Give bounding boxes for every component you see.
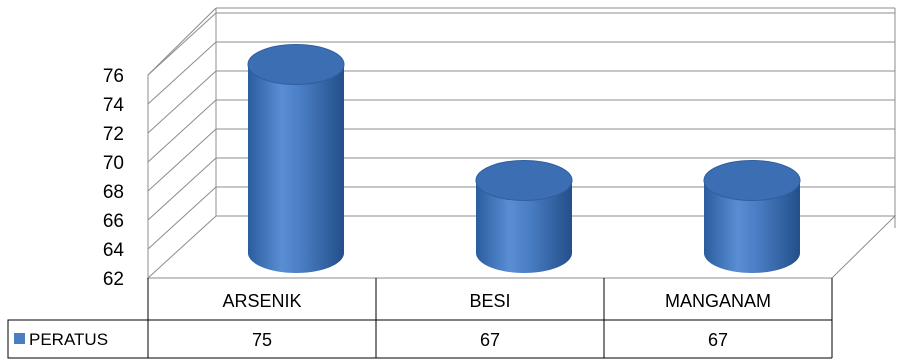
data-label: 67	[708, 330, 728, 350]
gridline-side	[147, 157, 217, 221]
y-tick-label: 72	[103, 124, 124, 145]
bar-besi	[475, 160, 573, 273]
gridline-side	[147, 186, 217, 250]
y-tick-label: 76	[103, 66, 124, 87]
gridline-side	[147, 12, 217, 76]
data-label: 75	[252, 330, 272, 350]
bar-arsenik	[247, 44, 345, 273]
gridline-side	[147, 128, 217, 192]
gridline-side	[147, 99, 217, 163]
bar-top	[703, 160, 801, 201]
gridline-side	[147, 70, 217, 134]
data-label: 67	[480, 330, 500, 350]
bar-manganam	[703, 160, 801, 273]
legend-label: PERATUS	[29, 330, 108, 349]
side-wall-top-edge	[147, 7, 217, 76]
bar-body	[248, 64, 344, 273]
y-tick-label: 66	[103, 211, 124, 232]
bar-body	[476, 180, 572, 273]
bars	[247, 44, 801, 273]
x-tick-label: BESI	[469, 291, 510, 311]
gridline-side	[147, 41, 217, 105]
y-tick-label: 68	[103, 182, 124, 203]
legend-swatch	[14, 333, 25, 344]
y-axis-ticks: 62 64 66 68 70 72 74 76	[103, 66, 125, 290]
bar-top	[247, 44, 345, 85]
x-tick-label: MANGANAM	[665, 291, 771, 311]
legend-cell	[7, 319, 149, 359]
y-tick-label: 64	[103, 240, 125, 261]
data-table: ARSENIK 75 BESI 67 MANGANAM 67 PERATUS	[7, 278, 833, 359]
bar-body	[704, 180, 800, 273]
y-tick-label: 74	[103, 95, 125, 116]
y-tick-label: 70	[103, 153, 124, 174]
x-tick-label: ARSENIK	[222, 291, 301, 311]
bar-top	[475, 160, 573, 201]
y-tick-label: 62	[103, 269, 124, 290]
